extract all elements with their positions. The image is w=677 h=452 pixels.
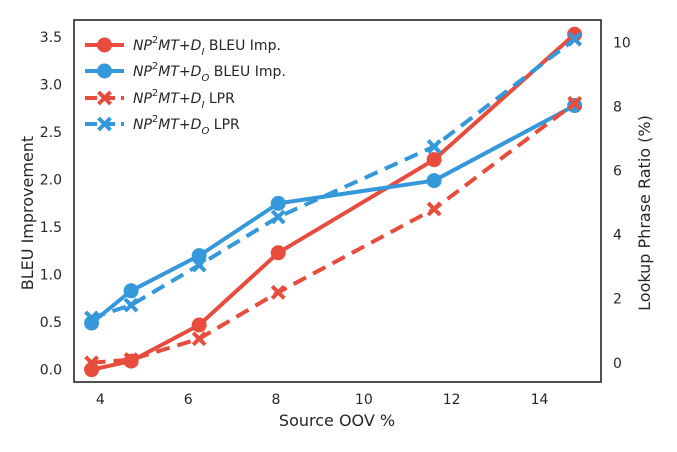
x-tick-label: 14 (531, 392, 549, 408)
x-tick-label: 10 (355, 392, 373, 408)
data-point-di-bleu (191, 317, 207, 333)
data-point-di-lpr (567, 95, 583, 111)
data-point-do-lpr (426, 139, 442, 154)
data-point-do-lpr (191, 257, 207, 273)
left-y-tick-label: 2.5 (40, 125, 62, 141)
series-line-di-lpr (91, 101, 576, 365)
x-axis-ticks: 4 6 8 10 12 14 (96, 392, 549, 408)
data-point-di-lpr (426, 201, 442, 217)
right-y-tick-label: 10 (613, 35, 631, 51)
legend-marker-di-bleu (97, 37, 112, 53)
data-point-do-bleu (426, 173, 442, 189)
plot-marks (84, 26, 583, 378)
x-tick-label: 6 (184, 392, 193, 408)
data-point-do-bleu (123, 283, 139, 299)
right-y-axis-title: Lookup Phrase Ratio (%) (635, 115, 654, 311)
data-point-di-lpr (191, 331, 207, 347)
left-y-tick-label: 3.0 (40, 78, 62, 94)
data-point-di-lpr (123, 352, 139, 367)
data-point-di-lpr (270, 284, 286, 300)
legend-label-do-lpr: NP2MT+DO LPR (133, 114, 240, 137)
plot-frame (73, 19, 602, 383)
legend-marker-di-lpr (97, 90, 112, 106)
x-axis-title: Source OOV % (279, 411, 395, 430)
data-point-do-lpr (567, 31, 583, 47)
data-point-di-lpr (84, 355, 99, 371)
data-point-di-bleu (426, 152, 442, 168)
data-point-di-bleu (270, 245, 286, 261)
left-y-tick-label: 1.5 (40, 220, 62, 236)
left-y-axis-ticks: 0.0 0.5 1.0 1.5 2.0 2.5 3.0 3.5 (40, 30, 62, 379)
right-y-tick-label: 4 (613, 228, 622, 244)
data-point-do-lpr (270, 209, 286, 225)
legend-label-di-bleu: NP2MT+DI BLEU Imp. (133, 35, 281, 58)
x-tick-label: 12 (443, 392, 461, 408)
right-y-tick-label: 0 (613, 356, 622, 372)
legend-marker-do-bleu (97, 63, 112, 79)
x-tick-label: 4 (96, 392, 105, 408)
left-y-tick-label: 0.5 (40, 315, 62, 331)
right-y-tick-label: 8 (613, 99, 622, 115)
legend-label-do-bleu: NP2MT+DO BLEU Imp. (133, 61, 286, 84)
series-line-do-bleu (90, 103, 576, 325)
series-line-do-lpr (90, 37, 576, 320)
series-line-di-bleu (91, 32, 576, 372)
left-y-tick-label: 2.0 (40, 173, 62, 189)
left-y-tick-label: 3.5 (40, 30, 62, 46)
data-point-do-bleu (270, 195, 286, 211)
legend-marker-do-lpr (97, 116, 112, 132)
right-y-tick-label: 2 (613, 292, 622, 308)
right-y-tick-label: 6 (613, 164, 622, 180)
left-y-axis-title: BLEU Improvement (18, 136, 37, 290)
left-y-tick-label: 0.0 (40, 363, 62, 379)
data-point-do-lpr (84, 310, 99, 326)
right-y-axis-ticks: 0 2 4 6 8 10 (613, 35, 631, 371)
legend: NP2MT+DI BLEU Imp. NP2MT+DO BLEU Imp. NP2M… (85, 35, 286, 137)
legend-label-di-lpr: NP2MT+DI LPR (133, 88, 235, 111)
data-point-do-lpr (123, 297, 139, 313)
left-y-tick-label: 1.0 (40, 268, 62, 284)
x-tick-label: 8 (272, 392, 281, 408)
